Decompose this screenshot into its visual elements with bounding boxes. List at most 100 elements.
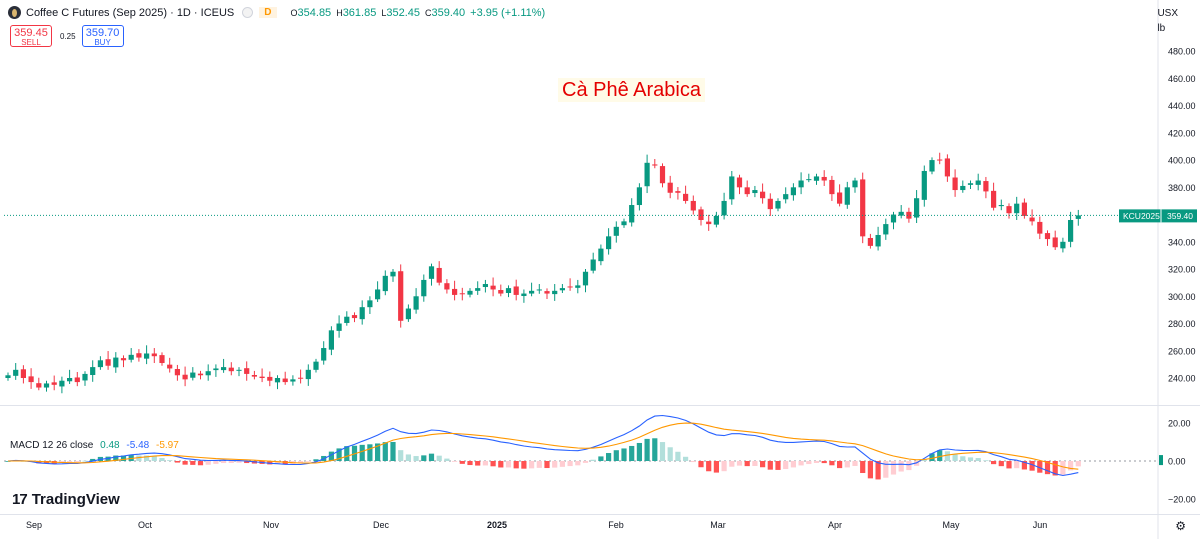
candle-body: [321, 348, 327, 361]
coffee-bean-icon: [8, 6, 21, 19]
candle-body: [5, 375, 11, 378]
macd-histogram-bar: [806, 461, 812, 465]
candle-body: [636, 187, 642, 206]
candle-body: [844, 187, 850, 205]
macd-histogram-bar: [821, 461, 827, 464]
candle-body: [405, 308, 411, 320]
candle-body: [721, 200, 727, 216]
candle-body: [259, 376, 265, 378]
candle-body: [829, 179, 835, 195]
macd-histogram-bar: [906, 461, 912, 471]
macd-histogram-bar: [998, 461, 1004, 467]
candle-body: [983, 181, 989, 192]
macd-histogram-bar: [659, 442, 666, 461]
macd-histogram-bar: [1029, 461, 1035, 471]
candle-body: [652, 164, 658, 166]
macd-histogram-bar: [1021, 461, 1027, 470]
candle-body: [713, 215, 719, 225]
tradingview-logo[interactable]: 17 TradingView: [12, 491, 120, 508]
macd-histogram-bar: [598, 456, 604, 461]
ohlc-values: O354.85 H361.85 L352.45 C359.40: [291, 7, 471, 19]
candle-body: [205, 371, 211, 376]
price-tick-label: 420.00: [1168, 128, 1196, 138]
candle-body: [798, 180, 804, 188]
sell-label: SELL: [21, 38, 41, 47]
macd-histogram-bar: [1037, 461, 1043, 473]
macd-histogram-bar: [760, 461, 766, 468]
macd-histogram-bar: [113, 455, 119, 461]
candle-body: [51, 382, 57, 385]
symbol-title[interactable]: Coffee C Futures (Sep 2025) · 1D · ICEUS: [26, 6, 235, 19]
macd-histogram-bar: [205, 461, 211, 465]
macd-histogram-bar: [559, 461, 565, 467]
candle-body: [174, 369, 180, 376]
macd-histogram-bar: [90, 458, 96, 461]
candle-body: [736, 177, 743, 188]
candle-body: [783, 194, 789, 200]
macd-histogram-bar: [890, 461, 897, 475]
macd-histogram-bar: [221, 461, 227, 464]
ohlc-key-c: C: [425, 7, 432, 18]
sell-button[interactable]: 359.45 SELL: [10, 25, 52, 47]
macd-histogram-bar: [529, 461, 535, 469]
candle-body: [267, 376, 273, 381]
candle-body: [313, 361, 319, 370]
candle-body: [806, 179, 812, 181]
macd-histogram-bar: [274, 461, 281, 465]
macd-histogram-bar: [359, 444, 365, 461]
candle-body: [659, 166, 666, 184]
chart-annotation-text[interactable]: Cà Phê Arabica: [558, 78, 705, 102]
market-status-icon[interactable]: [242, 7, 254, 18]
candle-body: [675, 191, 681, 193]
candle-body: [1006, 206, 1012, 214]
sell-price: 359.45: [14, 27, 48, 39]
settings-gear-icon[interactable]: ⚙: [1175, 519, 1186, 533]
macd-histogram-bar: [644, 438, 650, 461]
candle-body: [760, 191, 766, 199]
macd-histogram-value: 0.48: [100, 440, 120, 451]
macd-histogram-bar: [775, 461, 781, 470]
price-tick-label: 480.00: [1168, 47, 1196, 57]
candle-body: [629, 205, 635, 223]
candle-body: [1052, 237, 1058, 248]
macd-histogram-bar: [174, 461, 180, 463]
currency-selector[interactable]: USX lb: [1157, 6, 1178, 36]
candle-body: [167, 364, 173, 369]
macd-histogram-bar: [398, 450, 404, 461]
macd-histogram-bar: [267, 461, 273, 465]
macd-histogram-bar: [428, 453, 435, 461]
macd-signal-line: [7, 422, 1079, 470]
last-price-symbol: KCU2025: [1123, 211, 1160, 221]
macd-histogram-bar: [729, 461, 735, 467]
macd-histogram-bar: [744, 461, 750, 467]
interval-badge[interactable]: D: [259, 7, 277, 18]
candle-body: [1075, 215, 1081, 219]
candle-body: [251, 375, 257, 377]
candle-body: [344, 316, 350, 323]
candle-body: [1014, 203, 1020, 214]
price-tick-label: 240.00: [1168, 374, 1196, 384]
macd-histogram-bar: [367, 444, 373, 461]
buy-button[interactable]: 359.70 BUY: [81, 25, 124, 47]
candle-body: [752, 190, 758, 194]
macd-histogram-bar: [144, 455, 150, 461]
macd-histogram-bar: [467, 461, 473, 466]
macd-histogram-bar: [790, 461, 796, 468]
macd-histogram-bar: [837, 461, 843, 469]
macd-histogram-bar: [490, 461, 496, 467]
macd-line: [7, 414, 1079, 477]
candle-body: [36, 383, 42, 388]
time-axis-label: Apr: [828, 520, 842, 530]
macd-legend[interactable]: MACD 12 26 close 0.48 -5.48 -5.97: [10, 440, 179, 451]
candle-body: [421, 279, 427, 297]
candle-body: [413, 296, 419, 310]
macd-histogram-bar: [752, 461, 758, 467]
candle-body: [967, 183, 974, 185]
candle-body: [59, 380, 65, 387]
candle-body: [113, 357, 119, 368]
macd-histogram-bar: [390, 441, 396, 461]
candle-body: [351, 315, 358, 319]
candle-body: [105, 359, 111, 366]
tradingview-name: TradingView: [31, 491, 120, 508]
